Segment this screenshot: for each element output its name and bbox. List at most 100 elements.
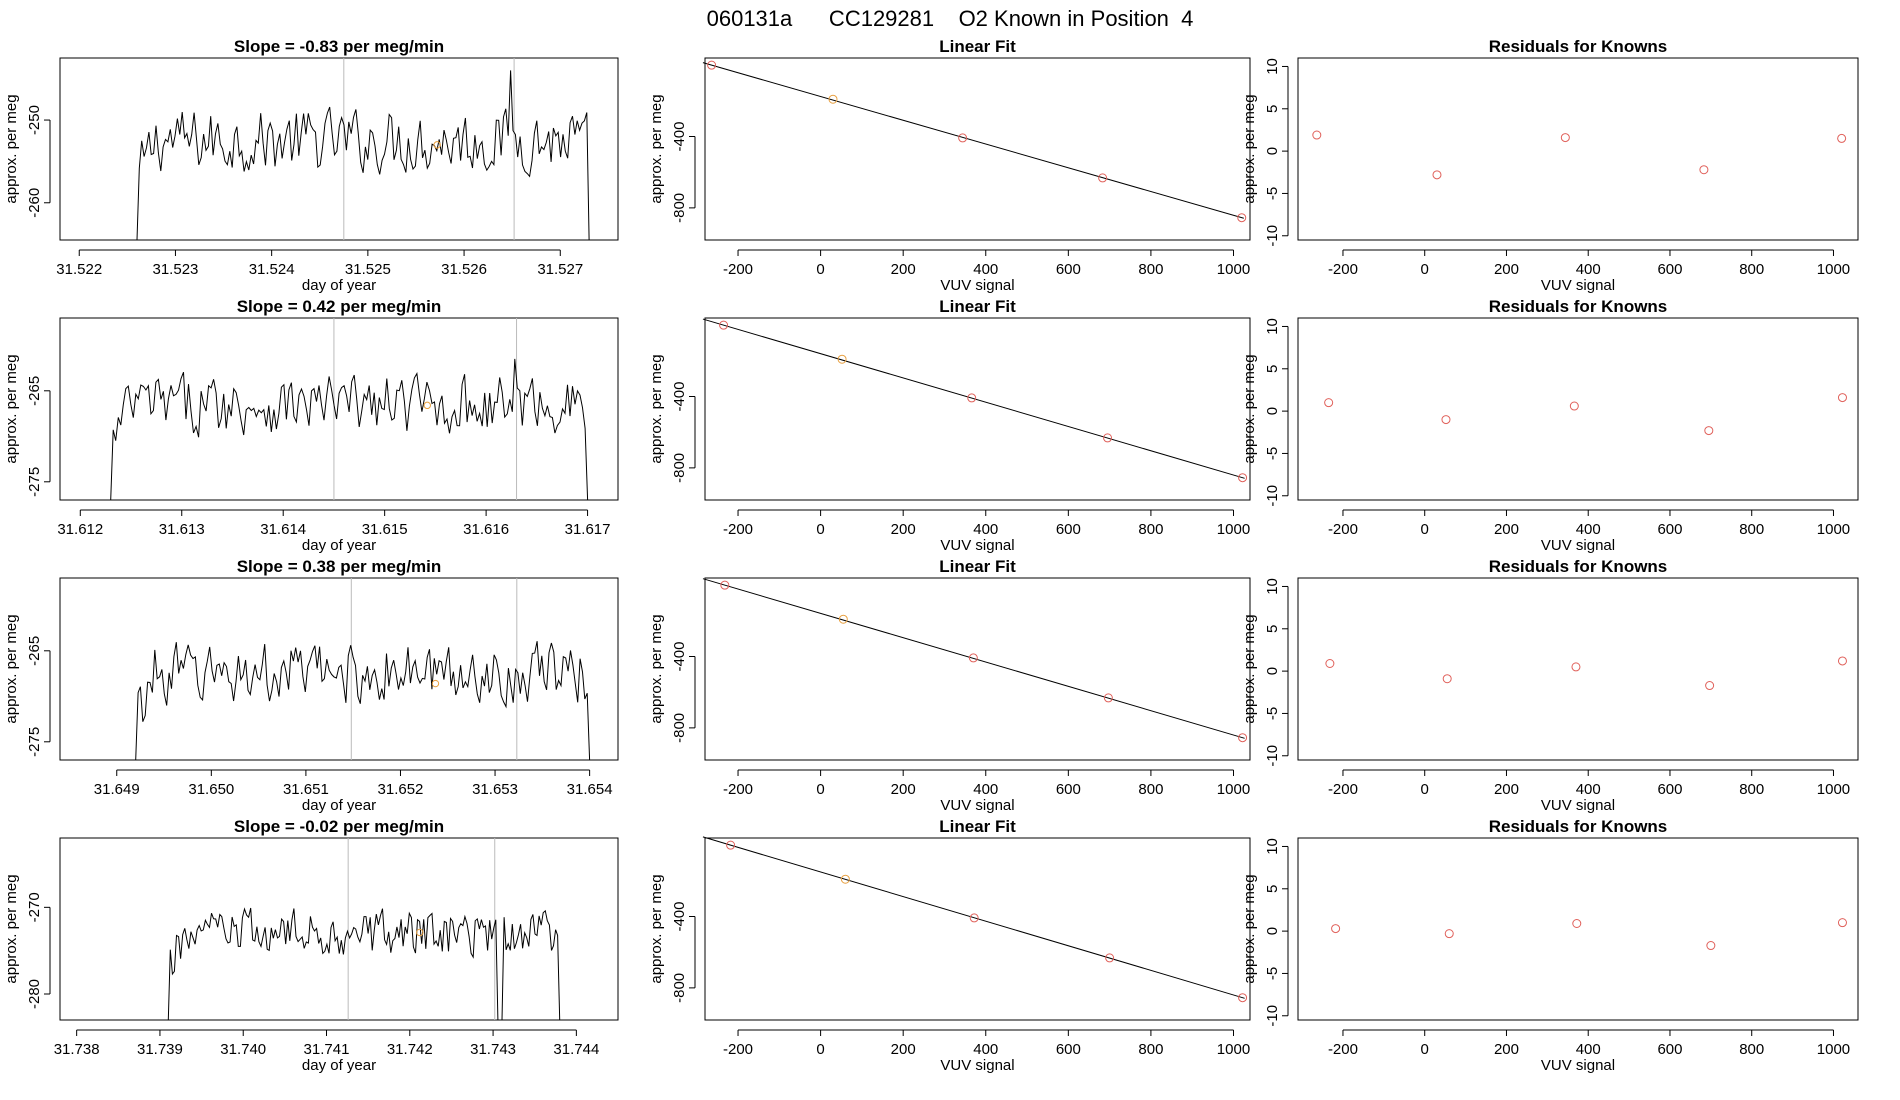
y-axis-label: approx. per meg [648,94,665,203]
x-tick-label: 31.616 [463,521,509,538]
y-tick-label: 5 [1264,885,1281,893]
plot-frame [59,837,619,1021]
x-tick-label: 200 [1494,1041,1519,1058]
y-axis-label: approx. per meg [648,874,665,983]
x-tick-label: 31.614 [260,521,306,538]
x-tick-label: 200 [1494,781,1519,798]
x-tick-label: -200 [723,1041,753,1058]
fit-point [726,840,736,850]
panel-scatter_line-3: Linear Fit -200 0 200 400 600 800 1000 VUV signa… [648,557,1251,814]
mean-marker [431,679,440,688]
plot-frame [1297,837,1859,1021]
x-tick-label: 31.612 [57,521,103,538]
series-trace [136,70,590,241]
fit-point [719,320,729,330]
plot-frame [704,317,1251,501]
x-tick-label: 600 [1056,1041,1081,1058]
x-tick-label: 31.738 [54,1041,100,1058]
x-tick-label: 0 [1421,781,1429,798]
x-tick-label: 600 [1657,521,1682,538]
x-tick-label: -200 [1328,521,1358,538]
panel-scatter-3: Residuals for Knowns-200 0 200 400 600 800 100… [1241,557,1859,814]
x-tick-label: 400 [1576,781,1601,798]
x-tick-label: 800 [1739,781,1764,798]
y-tick-label: -280 [26,979,43,1009]
plot-title: Slope = 0.42 per meg/min [237,297,442,316]
x-tick-label: 600 [1657,781,1682,798]
fit-point [968,653,978,663]
x-tick-label: 0 [1421,1041,1429,1058]
x-tick-label: 31.654 [567,781,613,798]
y-tick-label: 10 [1264,838,1281,855]
x-tick-label: 1000 [1217,261,1250,278]
x-tick-label: 0 [816,781,824,798]
x-tick-label: 600 [1056,521,1081,538]
y-tick-label: -800 [671,973,688,1003]
x-tick-label: 800 [1739,1041,1764,1058]
x-tick-label: 600 [1056,261,1081,278]
y-tick-label: -400 [671,641,688,671]
panel-scatter_line-2: Linear Fit -200 0 200 400 600 800 1000 VUV signa… [648,297,1251,554]
panel-line-4: Slope = -0.02 per meg/min 31.738 31.739 31.… [3,817,619,1074]
fit-line [702,836,1245,999]
y-axis-label: approx. per meg [3,614,20,723]
mean-marker [433,141,441,149]
y-tick-label: -265 [26,376,43,406]
fit-point [1105,953,1115,963]
mean-marker [423,401,431,410]
x-tick-label: 800 [1138,521,1163,538]
panel-scatter-2: Residuals for Knowns-200 0 200 400 600 800 100… [1241,297,1859,554]
y-tick-label: -400 [671,381,688,411]
plot-frame [59,57,619,241]
fit-point [828,94,838,104]
plot-frame [1297,577,1859,761]
x-tick-label: 31.651 [283,781,329,798]
x-tick-label: 31.649 [94,781,140,798]
residual-point [1837,918,1847,928]
y-tick-label: -265 [26,636,43,666]
plot-title: Slope = -0.02 per meg/min [234,817,444,836]
y-axis-label: approx. per meg [648,354,665,463]
y-tick-label: -250 [26,105,43,135]
y-tick-label: 0 [1264,927,1281,935]
residual-point [1699,165,1709,175]
y-tick-label: -400 [671,121,688,151]
page-title: 060131a CC129281 O2 Known in Position 4 [707,6,1194,31]
fit-point [1103,693,1113,703]
residual-point [1572,918,1582,928]
y-tick-label: 5 [1264,625,1281,633]
fit-point [840,874,850,884]
x-tick-label: 200 [1494,261,1519,278]
x-axis-label: VUV signal [940,797,1014,814]
y-axis-label: approx. per meg [1241,614,1258,723]
y-tick-label: -275 [26,467,43,497]
y-tick-label: -800 [671,713,688,743]
panel-line-2: Slope = 0.42 per meg/min 31.612 31.613 31.6… [3,297,619,554]
y-tick-label: -400 [671,901,688,931]
x-axis-label: VUV signal [1541,537,1615,554]
x-tick-label: -200 [1328,261,1358,278]
residual-point [1571,662,1581,672]
y-axis-label: approx. per meg [3,94,20,203]
residual-point [1324,398,1334,408]
y-tick-label: -800 [671,453,688,483]
x-tick-label: 0 [1421,521,1429,538]
fit-point [1237,213,1247,223]
x-tick-label: -200 [723,521,753,538]
x-tick-label: 200 [891,1041,916,1058]
x-tick-label: 400 [1576,521,1601,538]
y-axis-label: approx. per meg [1241,354,1258,463]
residual-point [1331,924,1341,934]
plot-title: Slope = 0.38 per meg/min [237,557,442,576]
residual-point [1704,426,1714,436]
residual-point [1560,133,1570,143]
x-tick-label: -200 [723,781,753,798]
residual-point [1444,929,1454,939]
plot-title: Linear Fit [939,297,1016,316]
x-tick-label: 0 [816,261,824,278]
y-tick-label: 10 [1264,58,1281,75]
x-tick-label: 31.743 [470,1041,516,1058]
plot-title: Residuals for Knowns [1489,557,1668,576]
plot-frame [1297,317,1859,501]
fit-point [1103,433,1113,443]
